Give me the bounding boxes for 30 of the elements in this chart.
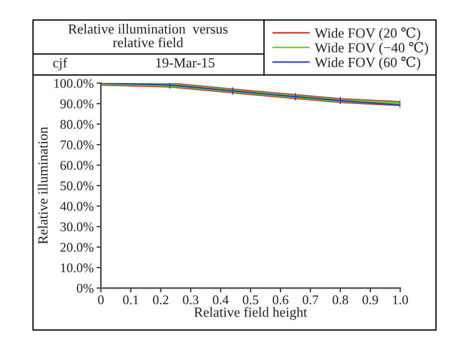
x-tick-label: 0.8 (332, 295, 348, 304)
y-tick-label: 60.0% (60, 160, 94, 170)
chart-title: Relative illumination versus relative field (68, 24, 228, 48)
x-tick-label: 1.0 (393, 295, 408, 304)
y-tick-label: 80.0% (60, 120, 94, 129)
y-tick-label: 20.0% (60, 242, 94, 252)
x-tick-label: 0.5 (242, 295, 258, 304)
y-tick-label: 70.0% (60, 140, 94, 150)
x-tick-label: 0.7 (302, 295, 318, 304)
x-axis-title: Relative field height (194, 306, 308, 320)
legend-label: Wide FOV (60 ℃) (314, 56, 420, 70)
x-tick-label: 0.2 (153, 295, 168, 304)
x-tick-label: 0.1 (123, 295, 138, 304)
legend-label: Wide FOV (−40 ℃) (314, 42, 428, 56)
y-tick-label: 0% (76, 284, 94, 293)
x-tick-label: 0.9 (362, 295, 378, 304)
legend-label: Wide FOV (20 ℃) (314, 27, 420, 41)
text: cjf (53, 58, 68, 70)
x-tick-label: 0.3 (182, 295, 198, 304)
y-tick-label: 40.0% (60, 202, 94, 211)
y-tick-label: 90.0% (60, 99, 94, 108)
y-tick-label: 10.0% (61, 263, 94, 272)
x-tick-label: 0.4 (212, 295, 229, 304)
y-tick-label: 100.0% (54, 78, 94, 88)
x-tick-label: 0.6 (272, 295, 288, 304)
y-tick-label: 50.0% (60, 181, 94, 190)
y-tick-label: 30.0% (60, 222, 94, 232)
text: 19-Mar-15 (156, 58, 214, 68)
x-tick-label: 0 (98, 295, 104, 304)
y-axis-title: Relative illumination (38, 126, 48, 244)
